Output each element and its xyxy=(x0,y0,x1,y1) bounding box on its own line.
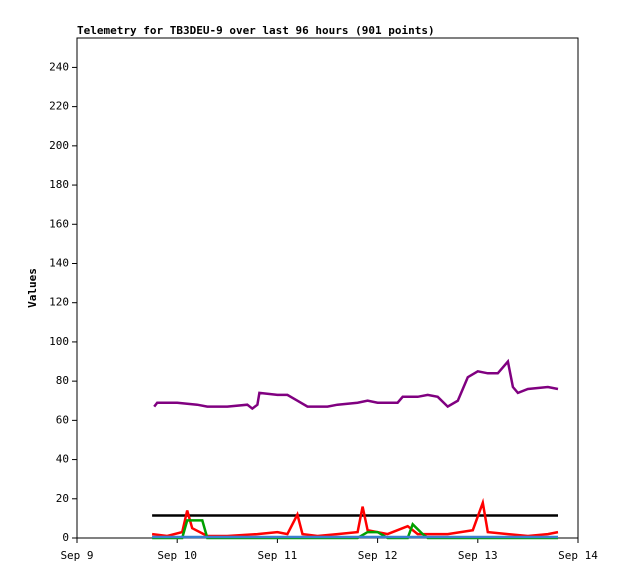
x-tick-label: Sep 9 xyxy=(60,549,93,562)
y-tick-label: 140 xyxy=(49,256,69,269)
y-tick-label: 80 xyxy=(56,374,69,387)
y-tick-label: 180 xyxy=(49,178,69,191)
series-line xyxy=(153,358,559,411)
y-tick-label: 120 xyxy=(49,296,69,309)
plot-frame xyxy=(76,37,579,539)
x-tick-label: Sep 13 xyxy=(458,549,498,562)
y-tick-label: 60 xyxy=(56,413,69,426)
y-tick-label: 240 xyxy=(49,60,69,73)
y-tick-label: 200 xyxy=(49,139,69,152)
y-tick-label: 0 xyxy=(62,531,69,544)
series-line xyxy=(152,519,558,540)
y-tick-label: 100 xyxy=(49,335,69,348)
y-axis-label: Values xyxy=(26,268,39,308)
x-tick-label: Sep 11 xyxy=(258,549,298,562)
x-tick-label: Sep 12 xyxy=(358,549,398,562)
chart-title: Telemetry for TB3DEU-9 over last 96 hour… xyxy=(77,24,435,37)
x-tick-label: Sep 14 xyxy=(558,549,598,562)
y-tick-label: 160 xyxy=(49,217,69,230)
y-tick-label: 20 xyxy=(56,492,69,505)
y-tick-label: 40 xyxy=(56,453,69,466)
y-tick-label: 220 xyxy=(49,100,69,113)
x-tick-label: Sep 10 xyxy=(157,549,197,562)
series-line xyxy=(151,497,559,538)
